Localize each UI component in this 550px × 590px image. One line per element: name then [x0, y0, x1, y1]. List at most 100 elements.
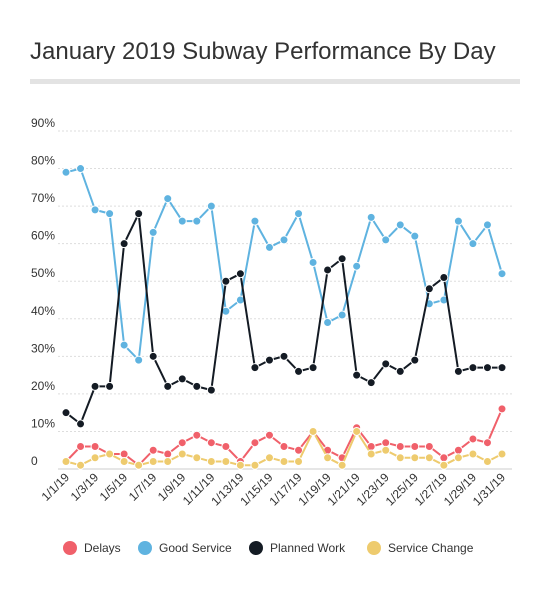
- point-good-service[interactable]: [337, 310, 347, 320]
- point-service-change[interactable]: [61, 456, 71, 466]
- point-service-change[interactable]: [119, 456, 129, 466]
- point-good-service[interactable]: [381, 235, 391, 245]
- point-service-change[interactable]: [308, 426, 318, 436]
- point-service-change[interactable]: [395, 453, 405, 463]
- point-delays[interactable]: [279, 441, 289, 451]
- point-planned-work[interactable]: [206, 385, 216, 395]
- point-delays[interactable]: [148, 445, 158, 455]
- point-good-service[interactable]: [308, 257, 318, 267]
- point-planned-work[interactable]: [337, 254, 347, 264]
- point-good-service[interactable]: [366, 212, 376, 222]
- point-service-change[interactable]: [468, 449, 478, 459]
- point-good-service[interactable]: [482, 220, 492, 230]
- point-service-change[interactable]: [264, 453, 274, 463]
- point-planned-work[interactable]: [235, 269, 245, 279]
- point-good-service[interactable]: [177, 216, 187, 226]
- point-delays[interactable]: [250, 438, 260, 448]
- point-service-change[interactable]: [323, 453, 333, 463]
- point-good-service[interactable]: [206, 201, 216, 211]
- point-planned-work[interactable]: [250, 363, 260, 373]
- point-service-change[interactable]: [163, 456, 173, 466]
- point-good-service[interactable]: [497, 269, 507, 279]
- point-delays[interactable]: [410, 441, 420, 451]
- point-good-service[interactable]: [163, 194, 173, 204]
- point-service-change[interactable]: [279, 456, 289, 466]
- point-delays[interactable]: [206, 438, 216, 448]
- point-planned-work[interactable]: [192, 381, 202, 391]
- point-good-service[interactable]: [264, 242, 274, 252]
- point-delays[interactable]: [192, 430, 202, 440]
- point-planned-work[interactable]: [221, 276, 231, 286]
- point-service-change[interactable]: [221, 456, 231, 466]
- point-planned-work[interactable]: [61, 408, 71, 418]
- point-service-change[interactable]: [497, 449, 507, 459]
- point-good-service[interactable]: [119, 340, 129, 350]
- point-service-change[interactable]: [337, 460, 347, 470]
- point-delays[interactable]: [177, 438, 187, 448]
- point-delays[interactable]: [76, 441, 86, 451]
- point-service-change[interactable]: [250, 460, 260, 470]
- point-service-change[interactable]: [192, 453, 202, 463]
- point-delays[interactable]: [221, 441, 231, 451]
- point-planned-work[interactable]: [177, 374, 187, 384]
- point-delays[interactable]: [395, 441, 405, 451]
- point-good-service[interactable]: [395, 220, 405, 230]
- point-delays[interactable]: [163, 449, 173, 459]
- point-planned-work[interactable]: [468, 363, 478, 373]
- point-delays[interactable]: [497, 404, 507, 414]
- point-delays[interactable]: [294, 445, 304, 455]
- point-service-change[interactable]: [482, 456, 492, 466]
- point-good-service[interactable]: [279, 235, 289, 245]
- point-planned-work[interactable]: [308, 363, 318, 373]
- point-service-change[interactable]: [206, 456, 216, 466]
- point-planned-work[interactable]: [381, 359, 391, 369]
- point-good-service[interactable]: [61, 167, 71, 177]
- point-planned-work[interactable]: [148, 351, 158, 361]
- point-planned-work[interactable]: [264, 355, 274, 365]
- point-planned-work[interactable]: [134, 209, 144, 219]
- point-service-change[interactable]: [453, 453, 463, 463]
- point-good-service[interactable]: [352, 261, 362, 271]
- point-planned-work[interactable]: [439, 272, 449, 282]
- point-service-change[interactable]: [294, 456, 304, 466]
- point-planned-work[interactable]: [482, 363, 492, 373]
- point-good-service[interactable]: [250, 216, 260, 226]
- point-service-change[interactable]: [148, 456, 158, 466]
- point-planned-work[interactable]: [76, 419, 86, 429]
- point-planned-work[interactable]: [352, 370, 362, 380]
- point-service-change[interactable]: [366, 449, 376, 459]
- point-planned-work[interactable]: [410, 355, 420, 365]
- point-service-change[interactable]: [90, 453, 100, 463]
- point-good-service[interactable]: [192, 216, 202, 226]
- point-delays[interactable]: [264, 430, 274, 440]
- point-good-service[interactable]: [410, 231, 420, 241]
- point-delays[interactable]: [119, 449, 129, 459]
- point-service-change[interactable]: [177, 449, 187, 459]
- point-good-service[interactable]: [468, 239, 478, 249]
- point-planned-work[interactable]: [163, 381, 173, 391]
- point-good-service[interactable]: [294, 209, 304, 219]
- point-service-change[interactable]: [439, 460, 449, 470]
- point-delays[interactable]: [439, 453, 449, 463]
- point-delays[interactable]: [453, 445, 463, 455]
- point-planned-work[interactable]: [497, 363, 507, 373]
- point-delays[interactable]: [90, 441, 100, 451]
- point-planned-work[interactable]: [366, 378, 376, 388]
- point-planned-work[interactable]: [453, 366, 463, 376]
- point-planned-work[interactable]: [395, 366, 405, 376]
- point-planned-work[interactable]: [105, 381, 115, 391]
- point-service-change[interactable]: [76, 460, 86, 470]
- point-good-service[interactable]: [105, 209, 115, 219]
- point-planned-work[interactable]: [279, 351, 289, 361]
- point-service-change[interactable]: [134, 460, 144, 470]
- point-service-change[interactable]: [424, 453, 434, 463]
- point-service-change[interactable]: [352, 426, 362, 436]
- point-delays[interactable]: [381, 438, 391, 448]
- point-good-service[interactable]: [148, 227, 158, 237]
- point-planned-work[interactable]: [90, 381, 100, 391]
- point-planned-work[interactable]: [323, 265, 333, 275]
- point-good-service[interactable]: [453, 216, 463, 226]
- point-good-service[interactable]: [76, 164, 86, 174]
- point-service-change[interactable]: [105, 449, 115, 459]
- point-planned-work[interactable]: [424, 284, 434, 294]
